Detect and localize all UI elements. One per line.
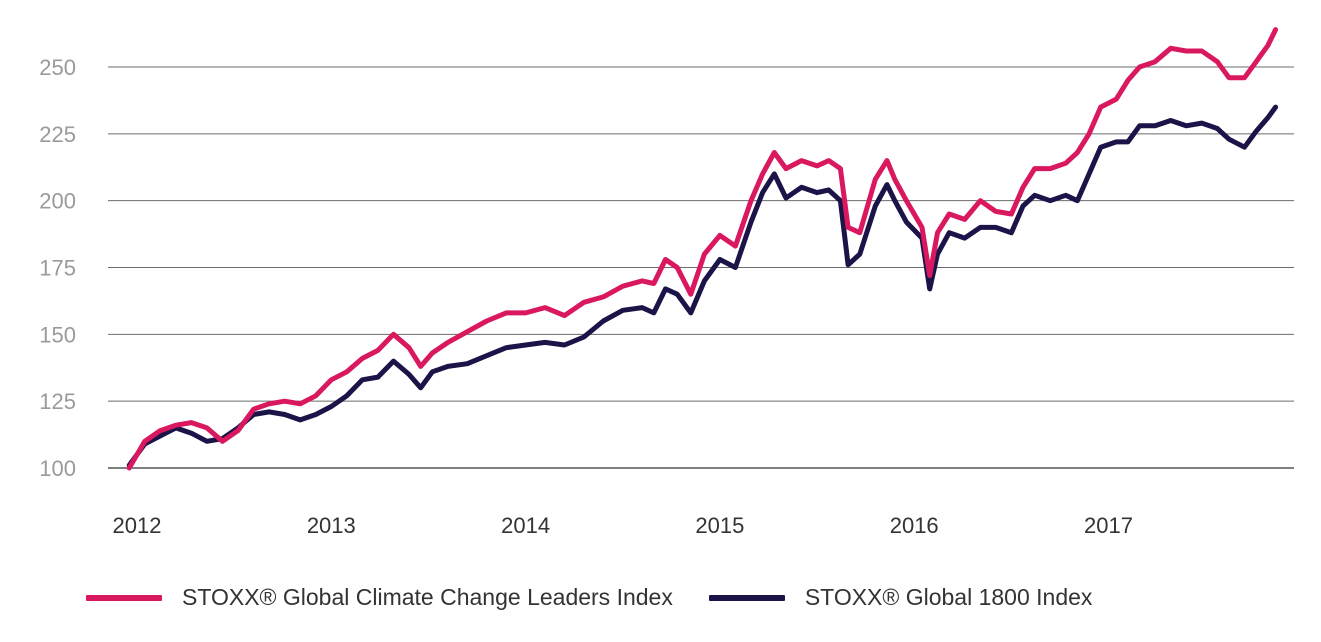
x-axis-tick-labels: 2012 2013 2014 2015 2016 2017 <box>113 513 1133 538</box>
x-tick-label: 2012 <box>113 513 162 538</box>
series-line-climate-leaders <box>126 27 1279 471</box>
y-tick-label: 175 <box>39 256 76 281</box>
legend-item-climate-leaders: STOXX® Global Climate Change Leaders Ind… <box>86 584 673 611</box>
x-tick-label: 2015 <box>695 513 744 538</box>
legend: STOXX® Global Climate Change Leaders Ind… <box>86 584 1128 611</box>
y-tick-label: 250 <box>39 55 76 80</box>
x-tick-label: 2016 <box>890 513 939 538</box>
series-line-global-1800 <box>126 104 1279 468</box>
y-tick-label: 100 <box>39 456 76 481</box>
x-tick-label: 2013 <box>307 513 356 538</box>
x-tick-label: 2014 <box>501 513 550 538</box>
legend-label-global-1800: STOXX® Global 1800 Index <box>804 584 1093 610</box>
series-lines <box>126 27 1279 471</box>
y-tick-label: 150 <box>39 322 76 347</box>
legend-item-global-1800: STOXX® Global 1800 Index <box>708 584 1093 611</box>
legend-label-climate-leaders: STOXX® Global Climate Change Leaders Ind… <box>182 584 673 610</box>
legend-swatch-global-1800 <box>708 594 785 601</box>
y-tick-label: 225 <box>39 122 76 147</box>
x-tick-label: 2017 <box>1084 513 1133 538</box>
y-tick-label: 200 <box>39 189 76 214</box>
y-axis-tick-labels: 100 125 150 175 200 225 250 <box>39 55 76 481</box>
y-tick-label: 125 <box>39 389 76 414</box>
legend-swatch-climate-leaders <box>86 594 162 601</box>
